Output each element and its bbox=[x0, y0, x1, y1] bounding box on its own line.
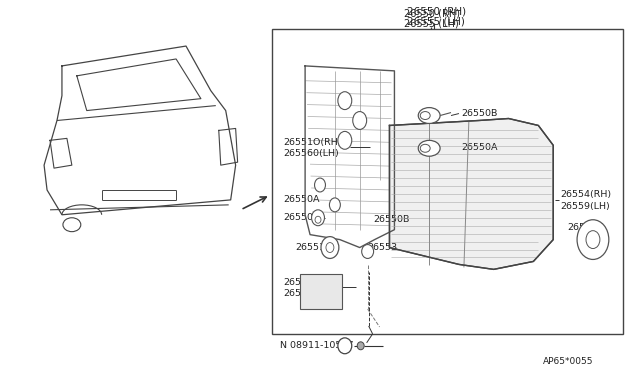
Ellipse shape bbox=[315, 216, 321, 223]
Ellipse shape bbox=[321, 237, 339, 259]
Text: 26550C: 26550C bbox=[284, 213, 320, 222]
Ellipse shape bbox=[326, 243, 334, 253]
Ellipse shape bbox=[419, 108, 440, 124]
Ellipse shape bbox=[353, 112, 367, 129]
Ellipse shape bbox=[338, 131, 352, 149]
Text: 26569(LH): 26569(LH) bbox=[284, 289, 333, 298]
Text: 26564(RH): 26564(RH) bbox=[284, 278, 335, 287]
Bar bbox=[300, 274, 342, 309]
Ellipse shape bbox=[312, 210, 324, 226]
Text: 26554(RH): 26554(RH) bbox=[560, 190, 611, 199]
Ellipse shape bbox=[420, 112, 430, 119]
Text: 26555 (LH): 26555 (LH) bbox=[407, 16, 465, 26]
Text: 26550A: 26550A bbox=[461, 143, 497, 152]
Bar bbox=[273, 29, 623, 334]
Text: 26550B: 26550B bbox=[374, 215, 410, 224]
Ellipse shape bbox=[330, 198, 340, 212]
Ellipse shape bbox=[338, 338, 352, 354]
Text: N 08911-10537: N 08911-10537 bbox=[280, 341, 354, 350]
Ellipse shape bbox=[314, 178, 326, 192]
Text: 26555 (LH): 26555 (LH) bbox=[404, 18, 459, 28]
Polygon shape bbox=[390, 119, 553, 269]
Ellipse shape bbox=[420, 144, 430, 152]
Text: 26550B: 26550B bbox=[461, 109, 497, 118]
Ellipse shape bbox=[586, 231, 600, 248]
Ellipse shape bbox=[419, 140, 440, 156]
Ellipse shape bbox=[63, 218, 81, 232]
Text: AP65*0055: AP65*0055 bbox=[543, 357, 594, 366]
Text: 26550Z: 26550Z bbox=[567, 223, 604, 232]
Text: 265560(LH): 265560(LH) bbox=[284, 149, 339, 158]
Text: 26550 (RH): 26550 (RH) bbox=[404, 8, 460, 18]
Text: 26551: 26551 bbox=[295, 243, 325, 252]
Text: 26550 (RH): 26550 (RH) bbox=[407, 6, 467, 16]
Text: N: N bbox=[341, 341, 348, 350]
Ellipse shape bbox=[362, 244, 374, 259]
Ellipse shape bbox=[338, 92, 352, 110]
Ellipse shape bbox=[357, 342, 364, 350]
Text: 26551O(RH): 26551O(RH) bbox=[284, 138, 342, 147]
Text: 26559(LH): 26559(LH) bbox=[560, 202, 610, 211]
Text: 26550A: 26550A bbox=[284, 195, 320, 204]
Text: 26553: 26553 bbox=[367, 243, 398, 252]
Ellipse shape bbox=[577, 220, 609, 259]
